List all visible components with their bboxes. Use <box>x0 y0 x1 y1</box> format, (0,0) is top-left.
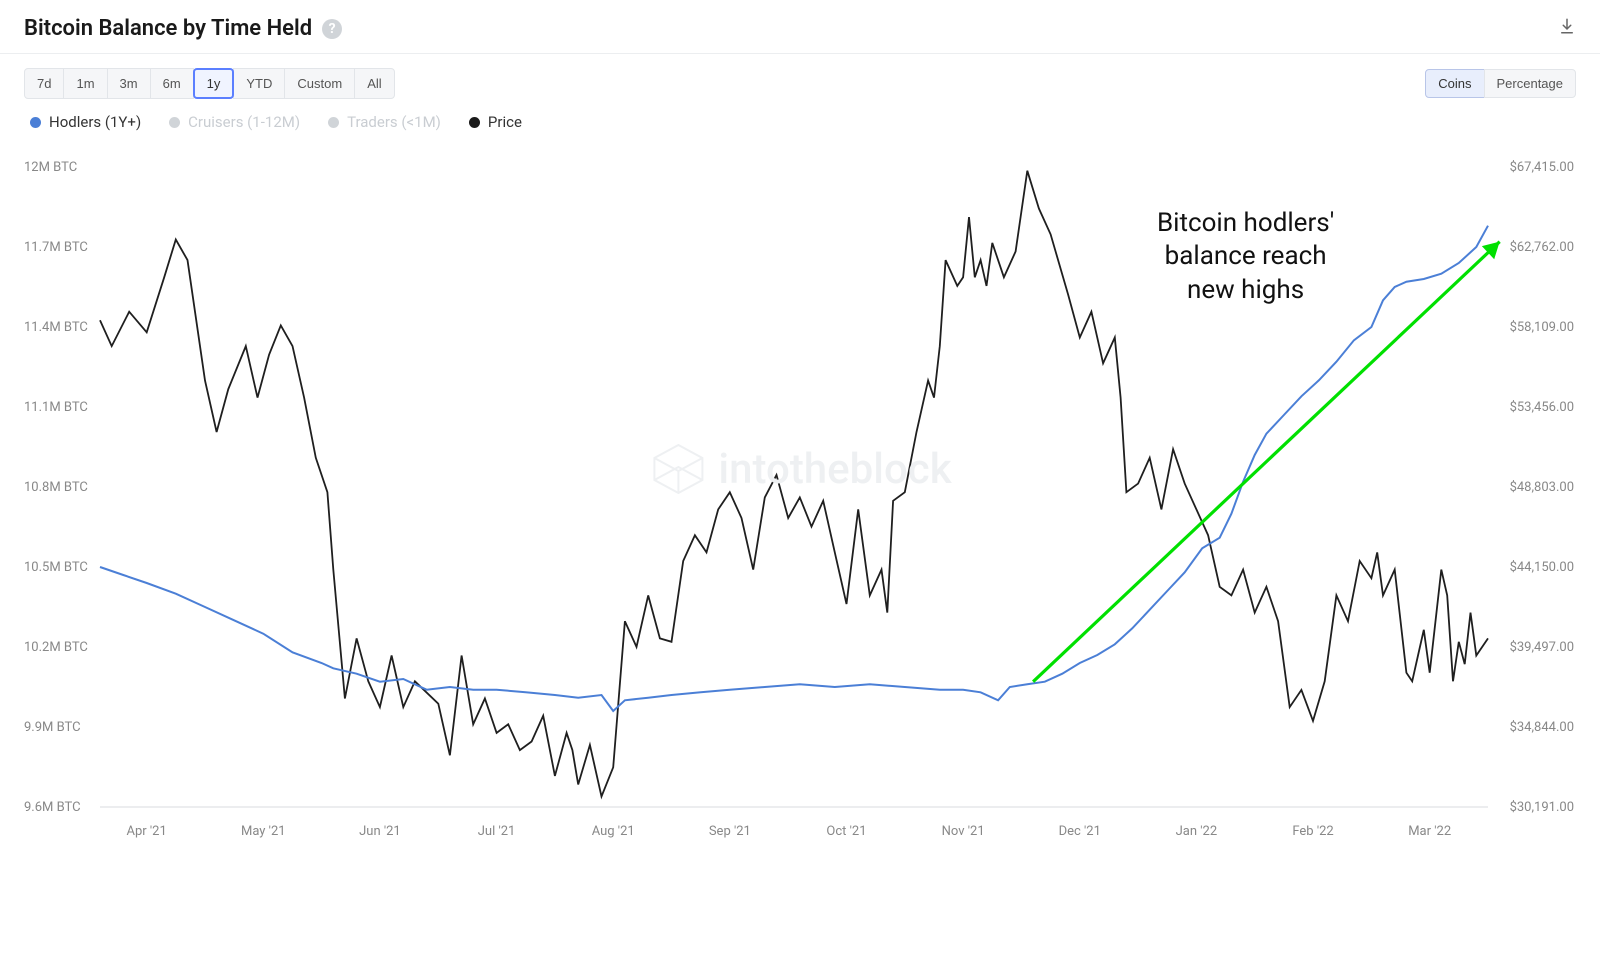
download-icon[interactable] <box>1558 17 1576 40</box>
svg-text:10.2M BTC: 10.2M BTC <box>24 640 88 655</box>
svg-text:9.9M BTC: 9.9M BTC <box>24 720 81 735</box>
legend-dot <box>30 117 41 128</box>
legend-dot <box>469 117 480 128</box>
chart-area: intotheblock 9.6M BTC9.9M BTC10.2M BTC10… <box>24 147 1576 847</box>
chart-title: Bitcoin Balance by Time Held <box>24 16 312 41</box>
range-custom[interactable]: Custom <box>284 68 355 99</box>
svg-text:$58,109.00: $58,109.00 <box>1510 320 1574 335</box>
mode-coins[interactable]: Coins <box>1425 69 1484 98</box>
svg-text:Jun '21: Jun '21 <box>359 824 401 839</box>
svg-text:10.5M BTC: 10.5M BTC <box>24 560 88 575</box>
svg-text:$53,456.00: $53,456.00 <box>1510 400 1574 415</box>
legend-item[interactable]: Hodlers (1Y+) <box>30 113 141 131</box>
range-7d[interactable]: 7d <box>24 68 64 99</box>
range-1m[interactable]: 1m <box>63 68 107 99</box>
svg-text:Jan '22: Jan '22 <box>1176 824 1218 839</box>
legend-item[interactable]: Cruisers (1-12M) <box>169 113 300 131</box>
svg-text:Sep '21: Sep '21 <box>709 824 751 839</box>
svg-text:Nov '21: Nov '21 <box>942 824 985 839</box>
range-ytd[interactable]: YTD <box>233 68 285 99</box>
chart-controls: 7d1m3m6m1yYTDCustomAll CoinsPercentage <box>0 54 1600 101</box>
display-mode-group: CoinsPercentage <box>1425 69 1576 98</box>
svg-text:$48,803.00: $48,803.00 <box>1510 480 1574 495</box>
legend-dot <box>169 117 180 128</box>
svg-text:May '21: May '21 <box>241 824 286 839</box>
chart-legend: Hodlers (1Y+) Cruisers (1-12M) Traders (<1… <box>0 101 1600 139</box>
svg-text:Jul '21: Jul '21 <box>478 824 516 839</box>
mode-percentage[interactable]: Percentage <box>1484 69 1577 98</box>
svg-text:$67,415.00: $67,415.00 <box>1510 160 1574 175</box>
range-3m[interactable]: 3m <box>107 68 151 99</box>
legend-item[interactable]: Price <box>469 113 522 131</box>
svg-text:Mar '22: Mar '22 <box>1408 824 1451 839</box>
svg-text:11.4M BTC: 11.4M BTC <box>24 320 88 335</box>
svg-text:10.8M BTC: 10.8M BTC <box>24 480 88 495</box>
range-all[interactable]: All <box>354 68 394 99</box>
svg-text:Dec '21: Dec '21 <box>1059 824 1101 839</box>
svg-text:Aug '21: Aug '21 <box>592 824 635 839</box>
svg-text:11.7M BTC: 11.7M BTC <box>24 240 88 255</box>
time-range-group: 7d1m3m6m1yYTDCustomAll <box>24 68 395 99</box>
svg-text:$39,497.00: $39,497.00 <box>1510 640 1574 655</box>
legend-item[interactable]: Traders (<1M) <box>328 113 441 131</box>
range-6m[interactable]: 6m <box>150 68 194 99</box>
chart-header: Bitcoin Balance by Time Held ? <box>0 0 1600 54</box>
svg-text:$62,762.00: $62,762.00 <box>1510 240 1574 255</box>
help-icon[interactable]: ? <box>322 19 342 39</box>
legend-label: Price <box>488 113 522 131</box>
svg-text:Apr '21: Apr '21 <box>127 824 167 839</box>
svg-text:$30,191.00: $30,191.00 <box>1510 800 1574 815</box>
price-line <box>100 171 1488 797</box>
svg-text:9.6M BTC: 9.6M BTC <box>24 800 81 815</box>
svg-text:$44,150.00: $44,150.00 <box>1510 560 1574 575</box>
svg-text:11.1M BTC: 11.1M BTC <box>24 400 88 415</box>
legend-label: Hodlers (1Y+) <box>49 113 141 131</box>
legend-label: Cruisers (1-12M) <box>188 113 300 131</box>
svg-text:$34,844.00: $34,844.00 <box>1510 720 1574 735</box>
chart-svg: 9.6M BTC 9.9M BTC 10.2M BTC 10.5M BTC 10.8M … <box>24 147 1576 847</box>
trend-arrow <box>1033 242 1500 682</box>
svg-text:12M BTC: 12M BTC <box>24 160 77 175</box>
legend-dot <box>328 117 339 128</box>
legend-label: Traders (<1M) <box>347 113 441 131</box>
svg-text:Oct '21: Oct '21 <box>826 824 866 839</box>
range-1y[interactable]: 1y <box>193 68 235 99</box>
svg-text:Feb '22: Feb '22 <box>1292 824 1333 839</box>
